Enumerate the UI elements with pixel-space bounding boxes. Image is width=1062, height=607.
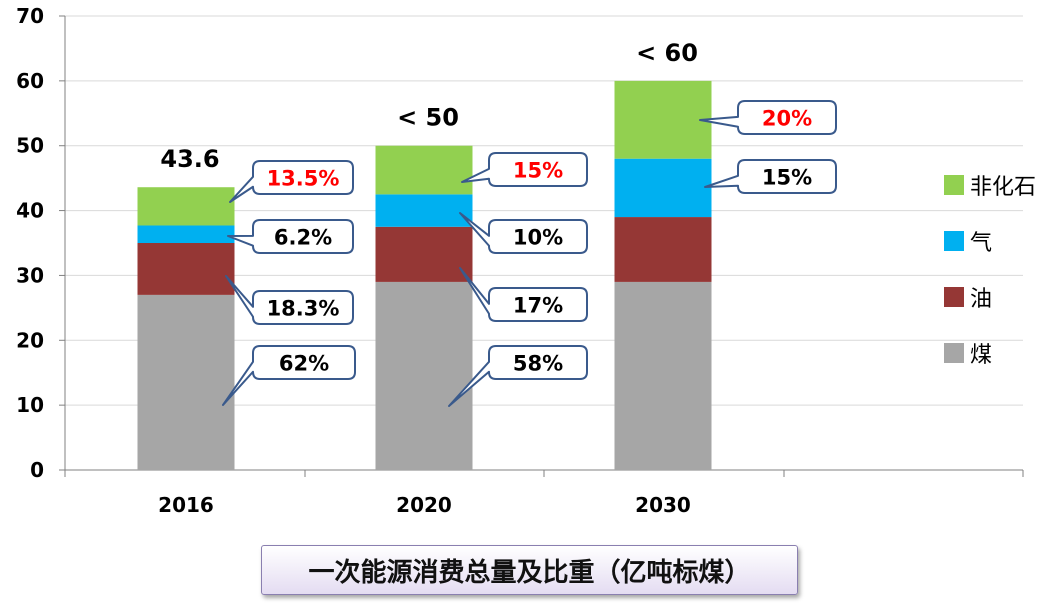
bar-total-label: < 60 [636,39,698,67]
y-tick-label: 60 [16,69,44,93]
bar-segment [375,226,473,282]
bar-segment [375,194,473,227]
legend-item: 非化石 [944,175,1036,200]
y-tick-label: 70 [16,4,44,28]
callout: 15% [461,152,588,187]
bar-segment [137,243,235,295]
bar-segment [614,80,712,159]
bar-segment [614,281,712,470]
bar-total-label: 43.6 [160,145,219,173]
callout-label: 13.5% [267,167,340,191]
callout: 58% [448,345,588,407]
callout: 6.2% [227,219,354,254]
callout: 62% [222,345,356,406]
callout-box [222,345,356,406]
callout-label: 6.2% [274,226,332,250]
callout: 20% [699,100,837,135]
callout-label: 17% [513,294,563,318]
callout-label: 15% [762,166,812,190]
bar-segment [614,158,712,218]
legend-label: 煤 [970,343,992,368]
callout-box [459,267,588,322]
legend-swatch [944,175,964,195]
callout-label: 15% [513,159,563,183]
chart-title: 一次能源消费总量及比重（亿吨标煤） [261,545,798,595]
callout: 13.5% [229,160,354,203]
callout-box [227,219,354,254]
legend-swatch [944,231,964,251]
bar-segment [375,145,473,195]
legend-label: 油 [970,287,992,312]
callout: 18.3% [225,275,354,325]
callout-box [704,159,837,194]
legend-swatch [944,287,964,307]
callout: 15% [704,159,837,194]
callout-box [225,275,354,325]
bar-segment [614,217,712,282]
callout-box [461,152,588,187]
y-tick-label: 50 [16,134,44,158]
callout-label: 10% [513,226,563,250]
callout-label: 62% [279,352,329,376]
legend-item: 煤 [944,343,992,368]
x-tick-label: 2016 [158,493,214,517]
callout-label: 18.3% [267,297,340,321]
callout-box [229,160,354,203]
x-tick-label: 2020 [396,493,452,517]
legend-item: 气 [944,231,992,256]
bar-total-label: < 50 [397,104,459,132]
y-tick-label: 10 [16,393,44,417]
legend-swatch [944,343,964,363]
bar-segment [137,187,235,226]
legend-item: 油 [944,287,992,312]
y-tick-label: 20 [16,328,44,352]
bar-segment [375,281,473,470]
legend-label: 非化石 [970,175,1036,200]
bar-segment [137,225,235,243]
callout-label: 20% [762,107,812,131]
bar-segment [137,294,235,470]
y-tick-label: 30 [16,263,44,287]
callout-box [699,100,837,135]
callout: 17% [459,267,588,322]
callout-box [448,345,588,407]
x-tick-label: 2030 [635,493,691,517]
legend-label: 气 [970,231,992,256]
callouts: 62% 58% 18.3% 17% 6.2% 10% 15% 13.5% 15% 20% [222,100,837,407]
bars: 43.6 < 50 < 60 [137,39,712,470]
y-tick-label: 0 [30,458,44,482]
callout-label: 58% [513,352,563,376]
callout-box [459,212,588,254]
callout: 10% [459,212,588,254]
y-tick-label: 40 [16,199,44,223]
